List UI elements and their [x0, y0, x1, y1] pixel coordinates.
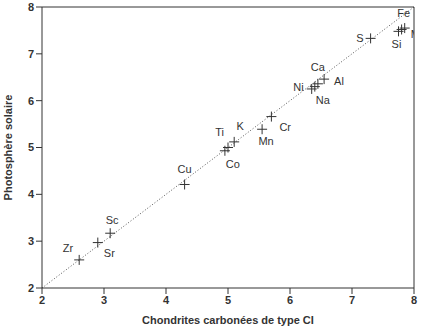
svg-text:Chondrites carbonées de type C: Chondrites carbonées de type CI — [142, 314, 314, 326]
svg-text:Photosphère solaire: Photosphère solaire — [8, 95, 14, 201]
svg-text:Cr: Cr — [279, 121, 291, 133]
svg-text:8: 8 — [411, 294, 417, 306]
svg-text:Al: Al — [334, 75, 344, 87]
svg-text:Mg: Mg — [411, 28, 414, 40]
svg-text:4: 4 — [28, 188, 35, 200]
svg-text:Ti: Ti — [215, 126, 224, 138]
svg-text:5: 5 — [225, 294, 231, 306]
svg-text:Ca: Ca — [311, 61, 326, 73]
svg-text:2: 2 — [28, 282, 34, 294]
svg-text:Sc: Sc — [106, 214, 119, 226]
svg-text:5: 5 — [28, 141, 34, 153]
svg-text:Co: Co — [226, 158, 240, 170]
svg-text:6: 6 — [28, 95, 34, 107]
svg-text:Mn: Mn — [258, 135, 273, 147]
svg-text:7: 7 — [349, 294, 355, 306]
svg-text:Na: Na — [316, 94, 331, 106]
svg-text:Si: Si — [392, 38, 402, 50]
svg-text:Fe: Fe — [397, 7, 410, 19]
svg-text:Zr: Zr — [63, 242, 74, 254]
svg-text:2: 2 — [39, 294, 45, 306]
svg-text:6: 6 — [287, 294, 293, 306]
svg-text:8: 8 — [28, 1, 34, 13]
svg-text:Ni: Ni — [293, 81, 303, 93]
svg-text:S: S — [356, 32, 363, 44]
svg-text:Cu: Cu — [178, 163, 192, 175]
svg-text:7: 7 — [28, 48, 34, 60]
svg-text:Sr: Sr — [104, 247, 115, 259]
svg-text:3: 3 — [101, 294, 107, 306]
svg-text:K: K — [237, 120, 245, 132]
svg-text:3: 3 — [28, 235, 34, 247]
svg-text:4: 4 — [163, 294, 170, 306]
